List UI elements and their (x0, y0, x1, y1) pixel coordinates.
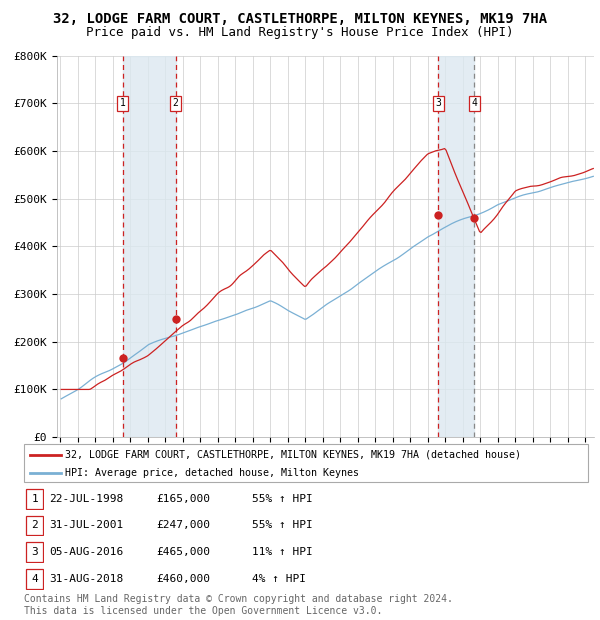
Text: 2: 2 (31, 520, 38, 531)
Bar (122, 56, 176, 437)
Text: HPI: Average price, detached house, Milton Keynes: HPI: Average price, detached house, Milt… (65, 467, 359, 478)
Text: Price paid vs. HM Land Registry's House Price Index (HPI): Price paid vs. HM Land Registry's House … (86, 26, 514, 39)
Text: 4% ↑ HPI: 4% ↑ HPI (252, 574, 306, 584)
Text: £465,000: £465,000 (156, 547, 210, 557)
Text: Contains HM Land Registry data © Crown copyright and database right 2024.: Contains HM Land Registry data © Crown c… (24, 594, 453, 604)
Text: 55% ↑ HPI: 55% ↑ HPI (252, 494, 313, 504)
Text: 22-JUL-1998: 22-JUL-1998 (49, 494, 124, 504)
Text: £247,000: £247,000 (156, 520, 210, 531)
Text: £165,000: £165,000 (156, 494, 210, 504)
Bar (438, 56, 475, 437)
Text: 05-AUG-2016: 05-AUG-2016 (49, 547, 124, 557)
Text: 32, LODGE FARM COURT, CASTLETHORPE, MILTON KEYNES, MK19 7HA (detached house): 32, LODGE FARM COURT, CASTLETHORPE, MILT… (65, 450, 521, 459)
Text: 3: 3 (31, 547, 38, 557)
Text: 32, LODGE FARM COURT, CASTLETHORPE, MILTON KEYNES, MK19 7HA: 32, LODGE FARM COURT, CASTLETHORPE, MILT… (53, 12, 547, 27)
Text: 1: 1 (120, 99, 125, 108)
Text: 2: 2 (173, 99, 179, 108)
Text: 31-JUL-2001: 31-JUL-2001 (49, 520, 124, 531)
Text: 4: 4 (472, 99, 478, 108)
Text: £460,000: £460,000 (156, 574, 210, 584)
Text: 11% ↑ HPI: 11% ↑ HPI (252, 547, 313, 557)
Text: 55% ↑ HPI: 55% ↑ HPI (252, 520, 313, 531)
Text: 1: 1 (31, 494, 38, 504)
Text: 3: 3 (436, 99, 441, 108)
Text: 4: 4 (31, 574, 38, 584)
Text: 31-AUG-2018: 31-AUG-2018 (49, 574, 124, 584)
Text: This data is licensed under the Open Government Licence v3.0.: This data is licensed under the Open Gov… (24, 606, 382, 616)
